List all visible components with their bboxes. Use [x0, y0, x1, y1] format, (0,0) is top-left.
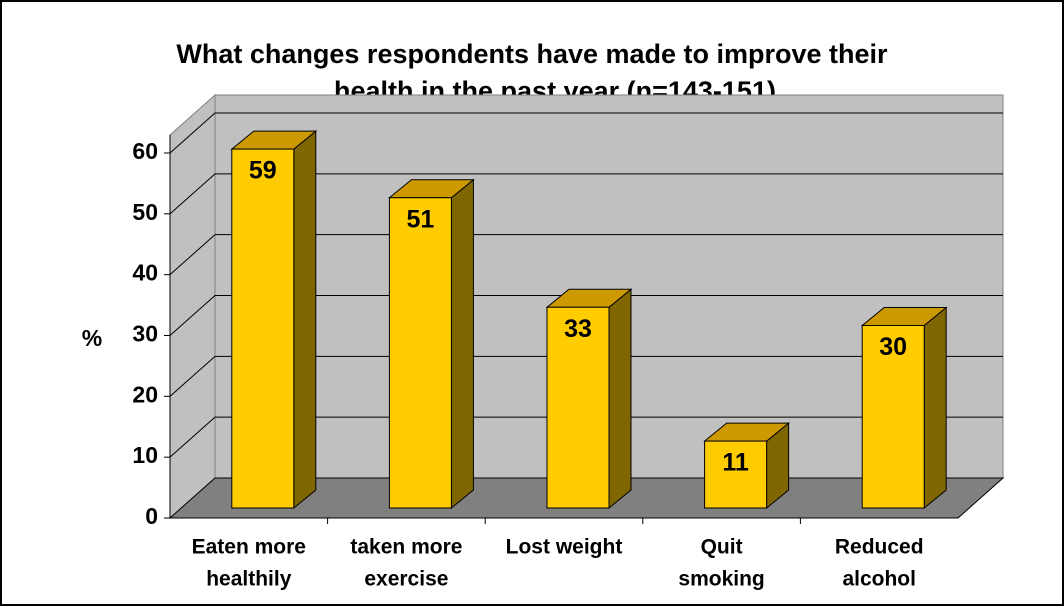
grid-line — [169, 416, 1003, 458]
data-label: 30 — [879, 333, 907, 361]
x-tick-label: smoking — [678, 568, 764, 591]
bar-front — [231, 148, 295, 509]
grid-line — [169, 295, 1003, 336]
bar — [703, 422, 791, 510]
grid-line — [169, 173, 1003, 215]
y-tick-label: 20 — [132, 381, 158, 407]
bar-front — [546, 306, 610, 509]
bar-side — [923, 306, 947, 510]
data-label: 11 — [722, 449, 749, 477]
x-tick-label: exercise — [364, 568, 448, 591]
bar-side — [450, 178, 474, 510]
bar — [545, 288, 633, 510]
data-label: 59 — [249, 157, 277, 185]
data-label: 33 — [564, 315, 592, 343]
y-axis-label: % — [82, 325, 102, 351]
bar-front — [704, 440, 768, 509]
bar — [860, 306, 948, 510]
bar-front — [861, 325, 925, 509]
x-tick-label: Quit — [701, 536, 743, 559]
grid-line — [169, 355, 1003, 397]
side-wall — [169, 93, 216, 520]
y-tick-label: 30 — [132, 321, 158, 347]
x-tick-label: alcohol — [842, 568, 916, 591]
bar-side — [608, 288, 632, 510]
x-tick-label: taken more — [350, 536, 462, 559]
bar-side — [293, 130, 317, 510]
y-tick-label: 60 — [132, 138, 158, 164]
bar — [387, 178, 475, 510]
x-tick-label: Reduced — [835, 536, 924, 559]
bar — [230, 130, 318, 510]
y-tick-label: 10 — [132, 442, 158, 468]
x-tick-label: Lost weight — [506, 536, 623, 559]
x-tick-label: Eaten more — [192, 536, 306, 559]
data-label: 51 — [406, 205, 434, 233]
plot: 0 10 20 30 40 50 60 59 Eaten more healthily 51 take… — [132, 93, 1005, 591]
bar-front — [388, 197, 452, 509]
chart-title: What changes respondents have made to im… — [176, 39, 888, 69]
grid-line — [169, 234, 1003, 276]
y-tick-label: 0 — [145, 503, 158, 529]
y-tick-label: 40 — [132, 260, 158, 286]
x-tick-label: healthily — [206, 568, 292, 591]
grid-line — [169, 112, 1003, 154]
y-tick-label: 50 — [132, 199, 158, 225]
